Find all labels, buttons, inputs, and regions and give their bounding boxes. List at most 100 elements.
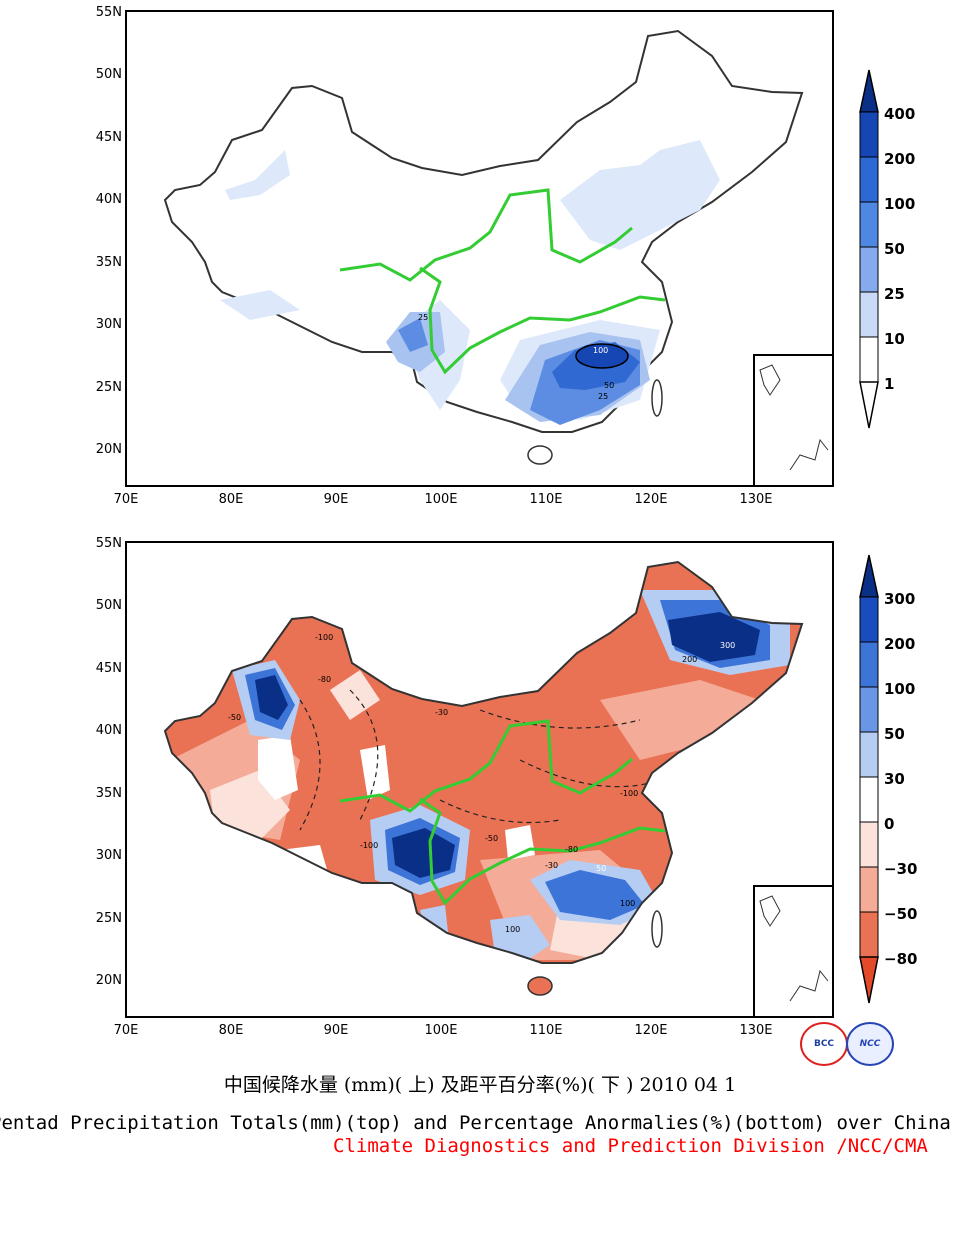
- inset-coast: [759, 895, 829, 1002]
- svg-text:90E: 90E: [324, 492, 349, 507]
- title-chinese: 中国候降水量 (mm)( 上) 及距平百分率(%)( 下 ) 2010 04 1: [223, 1074, 737, 1096]
- svg-text:25N: 25N: [96, 911, 122, 926]
- legend-bottom: 300 200 100 50 30 0 −30 −50 −80: [859, 554, 917, 1004]
- svg-text:100E: 100E: [424, 1023, 457, 1038]
- legend-swatch: [859, 731, 879, 778]
- legend-label: 300: [884, 590, 915, 608]
- svg-text:50N: 50N: [96, 67, 122, 82]
- svg-text:30N: 30N: [96, 317, 122, 332]
- legend-label: 50: [884, 240, 905, 258]
- legend-arrow-bottom: [859, 381, 879, 429]
- svg-text:20N: 20N: [96, 442, 122, 457]
- lat-axis: 55N 50N 45N 40N 35N 30N 25N 20N: [96, 5, 122, 457]
- svg-text:-80: -80: [318, 675, 331, 684]
- legend-swatch: [859, 246, 879, 293]
- hainan-island: [527, 976, 553, 996]
- legend-swatch: [859, 336, 879, 383]
- svg-text:45N: 45N: [96, 130, 122, 145]
- legend-swatch: [859, 821, 879, 868]
- legend-label: 100: [884, 680, 915, 698]
- china-outline: [163, 560, 804, 964]
- legend-label: −80: [884, 950, 917, 968]
- svg-text:120E: 120E: [634, 492, 667, 507]
- taiwan-island: [651, 379, 663, 417]
- svg-text:-100: -100: [315, 633, 333, 642]
- legend-arrow-top: [859, 554, 879, 598]
- legend-swatch: [859, 111, 879, 158]
- south-china-sea-inset: [753, 885, 834, 1018]
- svg-text:100: 100: [505, 925, 520, 934]
- svg-text:40N: 40N: [96, 723, 122, 738]
- svg-text:120E: 120E: [634, 1023, 667, 1038]
- precip-area-100mm: [575, 343, 629, 369]
- svg-text:20N: 20N: [96, 973, 122, 988]
- svg-text:55N: 55N: [96, 5, 122, 20]
- yellow-river: [339, 719, 633, 813]
- legend-label: 1: [884, 375, 894, 393]
- svg-text:35N: 35N: [96, 255, 122, 270]
- anomaly-area-plus300: [255, 612, 760, 878]
- contour-label: 100: [593, 346, 608, 355]
- lon-axis: 70E 80E 90E 100E 110E 120E 130E: [114, 492, 773, 507]
- title-english: Pentad Precipitation Totals(mm)(top) and…: [0, 1112, 951, 1134]
- svg-text:130E: 130E: [739, 1023, 772, 1038]
- yangtze-river: [419, 266, 666, 375]
- legend-label: 400: [884, 105, 915, 123]
- svg-text:50: 50: [596, 864, 606, 873]
- contour-label: 25: [418, 313, 428, 322]
- organization-credit: Climate Diagnostics and Prediction Divis…: [333, 1135, 928, 1157]
- anomaly-map-bottom: -100 -80 -50 -30 300 200 100 -100 -80 50…: [96, 536, 918, 1038]
- legend-swatch: [859, 596, 879, 643]
- legend-label: 200: [884, 150, 915, 168]
- legend-label: 100: [884, 195, 915, 213]
- legend-swatch: [859, 776, 879, 823]
- legend-swatch: [859, 291, 879, 338]
- legend-swatch: [859, 201, 879, 248]
- svg-text:35N: 35N: [96, 786, 122, 801]
- precip-area-25mm: [398, 318, 640, 425]
- map-frame: [125, 10, 834, 487]
- svg-text:-50: -50: [228, 713, 241, 722]
- yellow-river: [339, 188, 633, 282]
- inset-coast: [759, 364, 829, 471]
- legend-label: 10: [884, 330, 905, 348]
- lon-axis: 70E 80E 90E 100E 110E 120E 130E: [114, 1023, 773, 1038]
- china-outline: [163, 29, 804, 433]
- legend-label: 200: [884, 635, 915, 653]
- svg-text:40N: 40N: [96, 192, 122, 207]
- svg-text:70E: 70E: [114, 492, 139, 507]
- svg-text:110E: 110E: [529, 492, 562, 507]
- svg-text:80E: 80E: [219, 1023, 244, 1038]
- legend-label: 30: [884, 770, 905, 788]
- legend-label: 25: [884, 285, 905, 303]
- svg-text:70E: 70E: [114, 1023, 139, 1038]
- map-frame: [125, 541, 834, 1018]
- svg-text:100: 100: [620, 899, 635, 908]
- svg-text:-80: -80: [565, 845, 578, 854]
- negative-contour: [299, 689, 661, 831]
- bcc-logo: BCC: [800, 1022, 848, 1066]
- lat-axis: 55N 50N 45N 40N 35N 30N 25N 20N: [96, 536, 122, 988]
- svg-text:300: 300: [720, 641, 735, 650]
- svg-text:80E: 80E: [219, 492, 244, 507]
- legend-label: 0: [884, 815, 894, 833]
- south-china-sea-inset: [753, 354, 834, 487]
- svg-text:45N: 45N: [96, 661, 122, 676]
- anomaly-area-zero: [258, 735, 535, 885]
- precipitation-map-top: 25 100 50 25 55N 50N 45N 40N 35N 30N 25N…: [96, 5, 916, 507]
- legend-swatch: [859, 686, 879, 733]
- legend-arrow-top: [859, 69, 879, 113]
- svg-text:130E: 130E: [739, 492, 772, 507]
- svg-text:110E: 110E: [529, 1023, 562, 1038]
- legend-swatch: [859, 641, 879, 688]
- ncc-logo: NCC: [846, 1022, 894, 1066]
- legend-label: 50: [884, 725, 905, 743]
- svg-text:200: 200: [682, 655, 697, 664]
- legend-swatch: [859, 866, 879, 913]
- svg-text:-30: -30: [435, 708, 448, 717]
- legend-arrow-bottom: [859, 956, 879, 1004]
- svg-text:25N: 25N: [96, 380, 122, 395]
- svg-text:100E: 100E: [424, 492, 457, 507]
- legend-swatch: [859, 156, 879, 203]
- contour-label: 50: [604, 381, 614, 390]
